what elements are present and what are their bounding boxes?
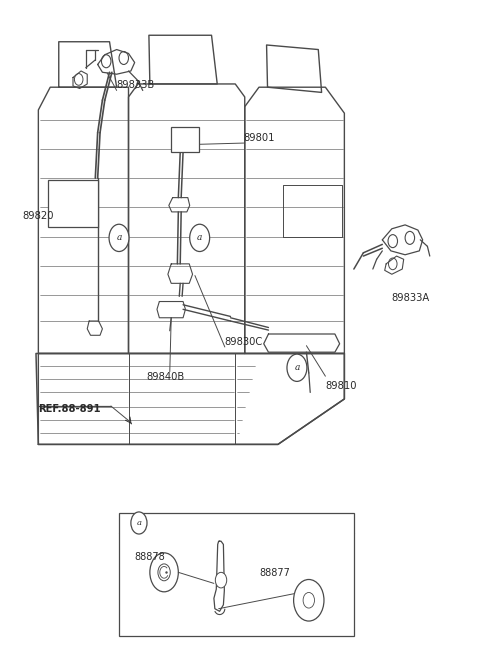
Text: a: a — [294, 364, 300, 372]
Text: 89830C: 89830C — [225, 337, 263, 347]
Circle shape — [287, 354, 307, 381]
Text: 89810: 89810 — [325, 381, 357, 391]
Text: 89840B: 89840B — [146, 371, 184, 382]
Text: 89820: 89820 — [23, 211, 54, 221]
Text: 88877: 88877 — [259, 567, 290, 578]
Circle shape — [109, 224, 129, 252]
Text: 89833A: 89833A — [392, 293, 430, 303]
Circle shape — [294, 580, 324, 621]
Text: a: a — [116, 233, 122, 242]
Text: 89801: 89801 — [244, 133, 276, 143]
Circle shape — [190, 224, 210, 252]
Circle shape — [131, 512, 147, 534]
Text: a: a — [197, 233, 203, 242]
Circle shape — [216, 572, 227, 588]
FancyBboxPatch shape — [119, 513, 354, 636]
Text: a: a — [136, 519, 142, 527]
Text: 88878: 88878 — [134, 552, 165, 561]
FancyBboxPatch shape — [48, 180, 97, 227]
Text: REF.88-891: REF.88-891 — [38, 404, 101, 414]
FancyBboxPatch shape — [171, 128, 199, 152]
Circle shape — [150, 553, 179, 592]
Text: 89833B: 89833B — [117, 81, 155, 90]
